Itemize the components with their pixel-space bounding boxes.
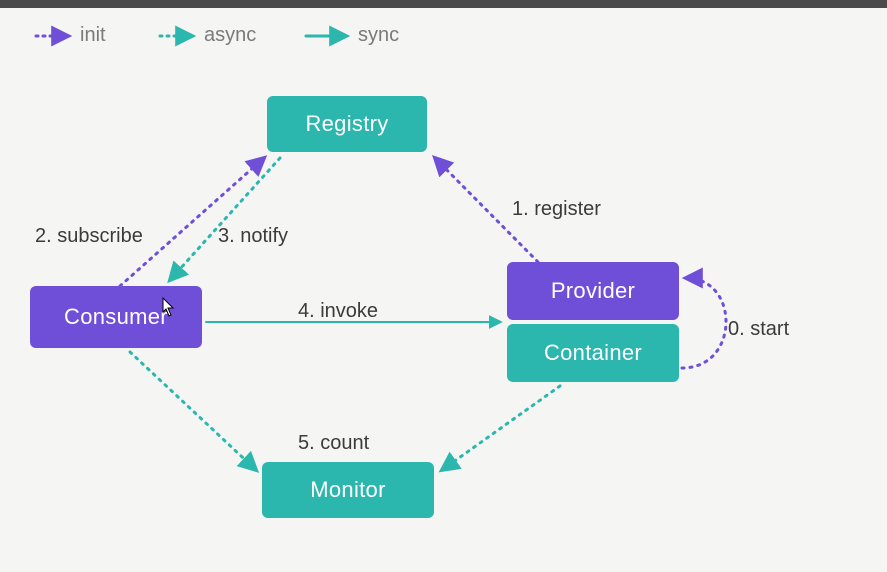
edge-label-register: 1. register: [512, 198, 601, 221]
node-consumer: Consumer: [30, 286, 202, 348]
legend-async-label: async: [204, 24, 256, 47]
edge-label-subscribe: 2. subscribe: [35, 225, 143, 248]
edge-start-arc: [682, 278, 726, 368]
edge-label-start: 0. start: [728, 318, 789, 341]
node-monitor: Monitor: [262, 462, 434, 518]
node-container: Container: [507, 324, 679, 382]
diagram-canvas: init async sync Registry Consumer Provid…: [0, 8, 887, 572]
node-registry: Registry: [267, 96, 427, 152]
legend-sync-label: sync: [358, 24, 399, 47]
legend-init-label: init: [80, 24, 106, 47]
node-consumer-label: Consumer: [64, 304, 168, 330]
edge-e-count-c: [130, 352, 256, 470]
edge-label-notify: 3. notify: [218, 225, 288, 248]
node-container-label: Container: [544, 340, 642, 366]
edge-e-notify: [170, 158, 280, 280]
edge-label-count: 5. count: [298, 432, 369, 455]
node-provider-label: Provider: [551, 278, 635, 304]
edge-e-count-p: [442, 386, 560, 470]
edge-label-invoke: 4. invoke: [298, 300, 378, 323]
edge-e-subscribe: [120, 158, 264, 286]
node-registry-label: Registry: [305, 111, 388, 137]
node-provider: Provider: [507, 262, 679, 320]
node-monitor-label: Monitor: [310, 477, 385, 503]
window-topbar: [0, 0, 887, 8]
